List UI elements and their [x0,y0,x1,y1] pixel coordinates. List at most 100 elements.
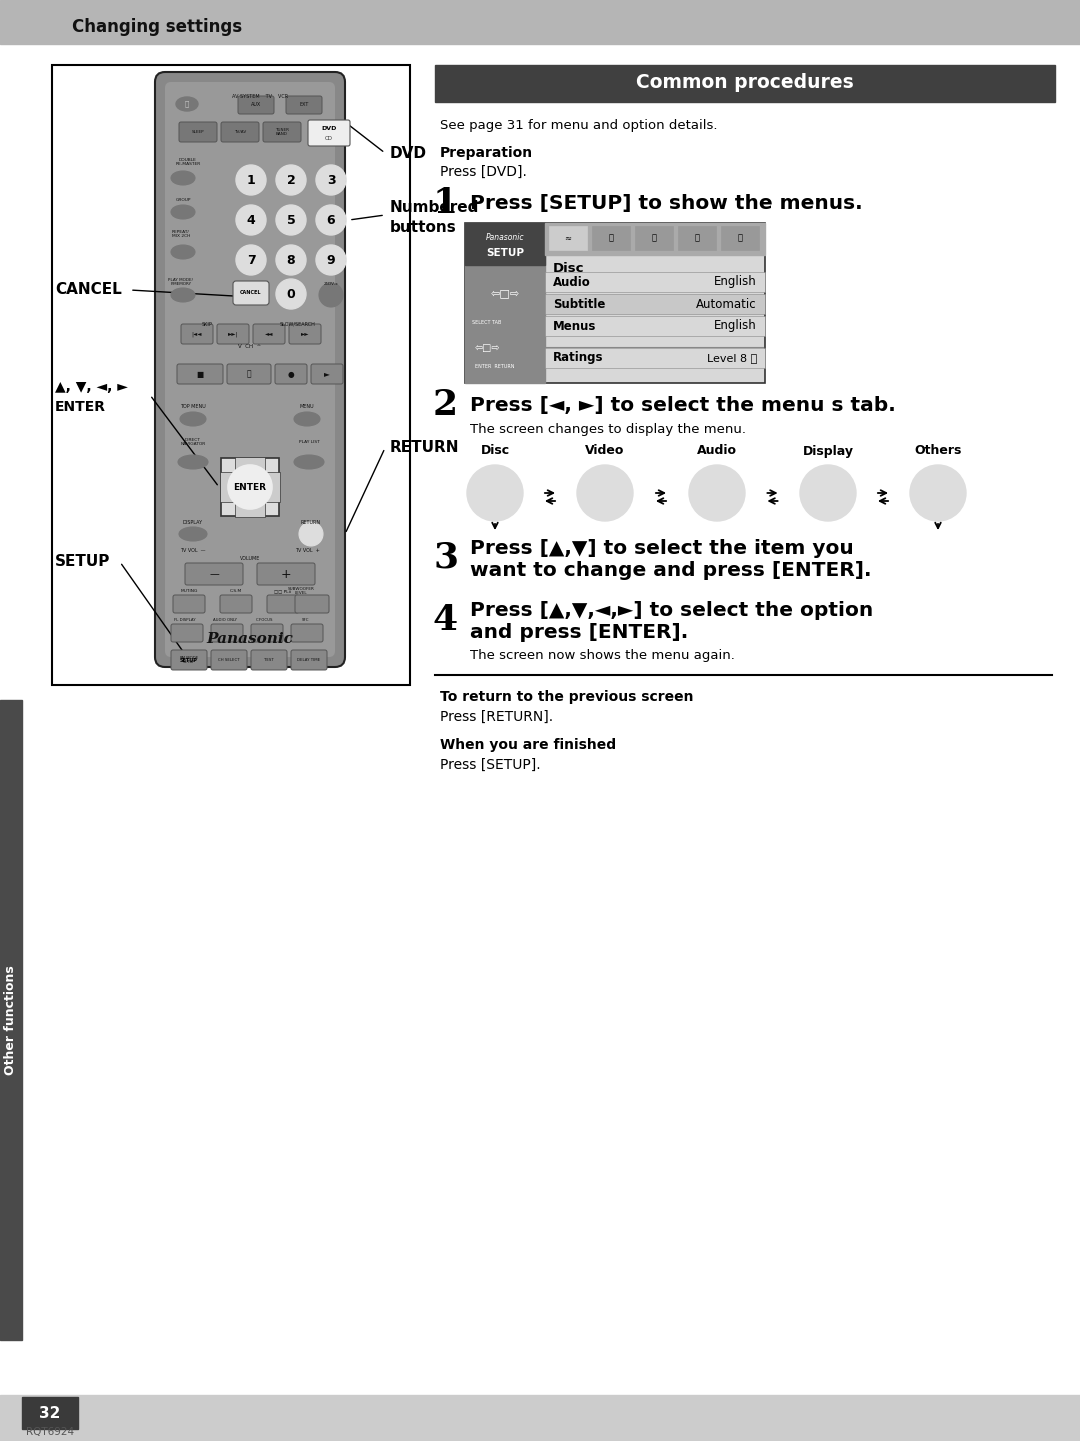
Text: PLAY LIST: PLAY LIST [299,440,320,444]
Text: SELECT TAB: SELECT TAB [472,320,502,326]
FancyBboxPatch shape [275,365,307,383]
Text: 6: 6 [326,213,335,226]
FancyBboxPatch shape [264,122,301,143]
Text: 4: 4 [246,213,255,226]
Text: Display: Display [802,444,853,457]
FancyBboxPatch shape [253,324,285,344]
Text: GROUP: GROUP [175,197,191,202]
Circle shape [299,522,323,546]
Text: RQT6924: RQT6924 [26,1427,75,1437]
FancyBboxPatch shape [171,650,207,670]
Circle shape [577,465,633,522]
Ellipse shape [294,412,320,427]
Text: Automatic: Automatic [697,297,757,310]
Text: Audio: Audio [697,444,737,457]
Bar [22,1396,78,1429]
Text: C.FOCUS: C.FOCUS [256,618,273,623]
Bar [0,700,22,1340]
Text: Press [◄, ►] to select the menu s tab.: Press [◄, ►] to select the menu s tab. [470,395,895,415]
Bar [545,294,765,314]
Text: Press [SETUP].: Press [SETUP]. [440,758,541,772]
Text: AUX: AUX [251,102,261,108]
Text: Panasonic: Panasonic [206,633,294,646]
Text: FL DISPLAY: FL DISPLAY [174,618,195,623]
Text: ENTER: ENTER [233,483,267,491]
Circle shape [319,282,343,307]
Bar [235,457,265,487]
Bar [220,473,249,501]
Text: ⏻: ⏻ [185,101,189,107]
Circle shape [237,245,266,275]
Text: SKIP: SKIP [202,321,213,327]
Text: □□ PLii: □□ PLii [274,589,292,594]
Text: RM.MODE
SETUP: RM.MODE SETUP [179,656,199,664]
Ellipse shape [171,288,195,303]
Circle shape [316,205,346,235]
Text: DISPLAY: DISPLAY [183,520,203,525]
Ellipse shape [171,171,195,184]
Text: CH SELECT: CH SELECT [218,659,240,661]
Bar [235,487,265,517]
Text: DVD: DVD [390,146,427,160]
Text: RETURN: RETURN [390,441,459,455]
Text: Press [DVD].: Press [DVD]. [440,166,527,179]
Text: ►: ► [324,369,329,379]
Text: Press [▲,▼] to select the item you: Press [▲,▼] to select the item you [470,539,854,558]
Circle shape [800,465,856,522]
Text: See page 31 for menu and option details.: See page 31 for menu and option details. [440,118,717,131]
Circle shape [316,166,346,195]
Text: TV VOL  +: TV VOL + [295,548,320,552]
Text: ◄: ◄ [231,481,240,491]
Text: 📷: 📷 [694,233,700,242]
Bar [52,65,410,684]
Text: Panasonic: Panasonic [486,232,524,242]
Text: 3: 3 [433,540,458,575]
Text: —: — [210,569,219,579]
Circle shape [276,205,306,235]
Bar [592,226,630,249]
Text: Press [▲,▼,◄,►] to select the option: Press [▲,▼,◄,►] to select the option [470,601,874,620]
Text: Menus: Menus [553,320,596,333]
FancyBboxPatch shape [217,324,249,344]
Text: DELAY TIME: DELAY TIME [297,659,321,661]
FancyBboxPatch shape [165,82,335,657]
Text: 32: 32 [39,1405,60,1421]
Text: To return to the previous screen: To return to the previous screen [440,690,693,705]
Bar [545,347,765,367]
Text: AV SYSTEM    TV    VCR: AV SYSTEM TV VCR [232,95,288,99]
Text: SETUP: SETUP [55,555,110,569]
Text: Level 8 🔒: Level 8 🔒 [706,353,757,363]
Text: Audio: Audio [553,275,591,288]
Bar [545,223,765,255]
Text: 1: 1 [246,173,255,186]
Text: ENTER  RETURN: ENTER RETURN [475,363,514,369]
Circle shape [910,465,966,522]
Text: 2: 2 [286,173,295,186]
Circle shape [228,465,272,509]
Text: DOUBLE
RE-MASTER: DOUBLE RE-MASTER [175,157,201,166]
Bar [635,226,673,249]
Circle shape [237,166,266,195]
Circle shape [689,465,745,522]
Circle shape [276,166,306,195]
Text: CANCEL: CANCEL [240,291,261,295]
Text: ■: ■ [197,369,204,379]
FancyBboxPatch shape [251,650,287,670]
Bar [435,65,1055,102]
Bar [545,316,765,336]
Text: MUTING: MUTING [180,589,198,594]
FancyBboxPatch shape [267,595,299,612]
Text: Preparation: Preparation [440,146,534,160]
FancyBboxPatch shape [221,122,259,143]
Bar [221,458,279,516]
Text: Common procedures: Common procedures [636,73,854,92]
Text: 🔊: 🔊 [651,233,657,242]
FancyBboxPatch shape [185,563,243,585]
Bar [0,0,1080,45]
FancyBboxPatch shape [211,624,243,643]
Text: SFC: SFC [301,618,309,623]
Text: 9: 9 [326,254,335,267]
Ellipse shape [180,412,206,427]
Text: 8: 8 [286,254,295,267]
Bar [465,223,765,383]
